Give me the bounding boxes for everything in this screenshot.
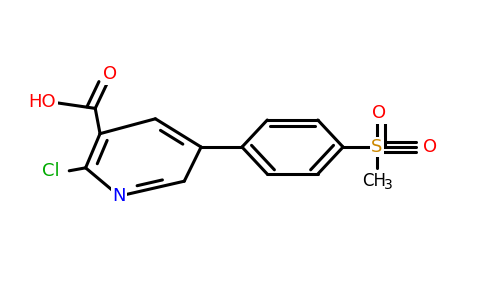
- Text: O: O: [372, 104, 386, 122]
- Text: HO: HO: [29, 93, 56, 111]
- Text: S: S: [371, 138, 382, 156]
- Text: O: O: [423, 138, 437, 156]
- Text: Cl: Cl: [42, 162, 60, 180]
- Text: N: N: [113, 187, 126, 205]
- Text: CH: CH: [362, 172, 386, 190]
- Text: O: O: [103, 65, 117, 83]
- Text: 3: 3: [384, 178, 393, 192]
